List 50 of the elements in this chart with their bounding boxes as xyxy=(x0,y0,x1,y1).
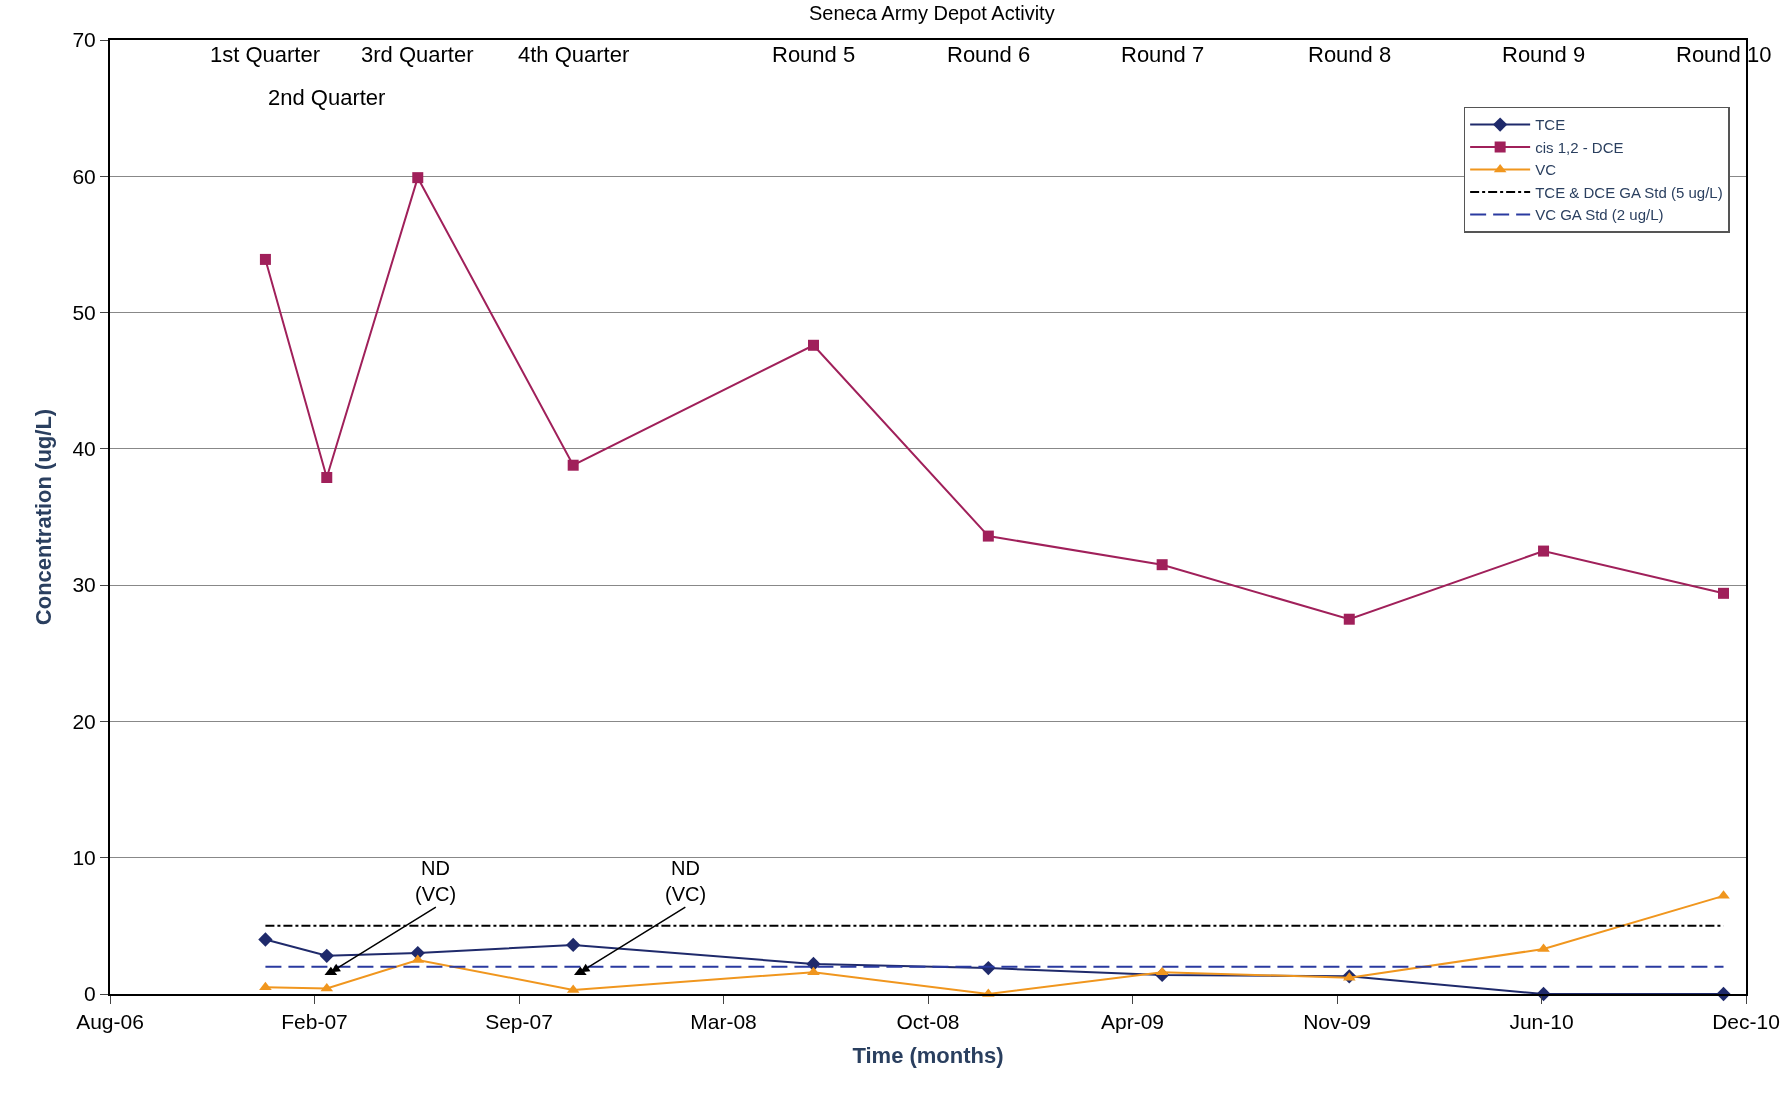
annotation: Round 7 xyxy=(1121,42,1205,67)
annotation: Round 10 xyxy=(1676,42,1772,67)
annotation: Round 6 xyxy=(947,42,1031,67)
chart-title: Seneca Army Depot Activity xyxy=(809,1,1055,24)
x-tick-label: Oct-08 xyxy=(896,1010,960,1034)
point xyxy=(1538,545,1550,557)
legend-label: TCE xyxy=(1535,116,1566,134)
legend-label: VC GA Std (2 ug/L) xyxy=(1535,206,1664,224)
legend-label: cis 1,2 - DCE xyxy=(1535,138,1624,156)
point xyxy=(259,253,271,265)
annotation: Round 8 xyxy=(1308,42,1392,67)
y-tick-label: 60 xyxy=(72,164,96,188)
x-tick-label: Sep-07 xyxy=(485,1010,553,1034)
x-tick-label: Feb-07 xyxy=(281,1010,348,1034)
y-tick-label: 50 xyxy=(72,300,96,324)
annotation: 4th Quarter xyxy=(518,42,630,67)
annotation: ND (VC) xyxy=(415,857,457,905)
point xyxy=(982,530,994,542)
x-tick-label: Dec-10 xyxy=(1712,1010,1780,1034)
point xyxy=(566,937,581,953)
y-axis-title: Concentration (ug/L) xyxy=(30,408,56,626)
annotation: ND (VC) xyxy=(665,857,707,905)
point xyxy=(258,932,273,947)
point xyxy=(1343,613,1355,625)
point xyxy=(807,339,819,351)
x-tick-label: Aug-06 xyxy=(76,1010,144,1034)
point xyxy=(1718,587,1730,599)
point xyxy=(412,172,424,184)
legend-label: VC xyxy=(1535,161,1557,179)
point xyxy=(567,459,579,471)
legend-label: TCE & DCE GA Std (5 ug/L) xyxy=(1535,183,1723,201)
x-tick-label: Jun-10 xyxy=(1509,1010,1574,1034)
point xyxy=(1156,559,1168,571)
x-tick-label: Mar-08 xyxy=(690,1010,757,1034)
y-tick-label: 10 xyxy=(72,846,96,870)
y-tick-label: 20 xyxy=(72,709,96,733)
annotation: Round 5 xyxy=(772,42,856,67)
x-tick-label: Nov-09 xyxy=(1303,1010,1371,1034)
annotation: 1st Quarter xyxy=(210,42,321,67)
point xyxy=(321,471,333,483)
point xyxy=(319,948,334,963)
x-tick-label: Apr-09 xyxy=(1100,1010,1165,1034)
y-tick-label: 40 xyxy=(72,437,96,461)
y-tick-label: 0 xyxy=(84,982,96,1006)
x-axis-title: Time (months) xyxy=(852,1042,1004,1068)
annotation: Round 9 xyxy=(1502,42,1586,67)
annotation: 2nd Quarter xyxy=(268,85,386,110)
annotation: 3rd Quarter xyxy=(361,42,474,67)
y-tick-label: 70 xyxy=(72,28,96,52)
y-tick-label: 30 xyxy=(72,573,96,597)
